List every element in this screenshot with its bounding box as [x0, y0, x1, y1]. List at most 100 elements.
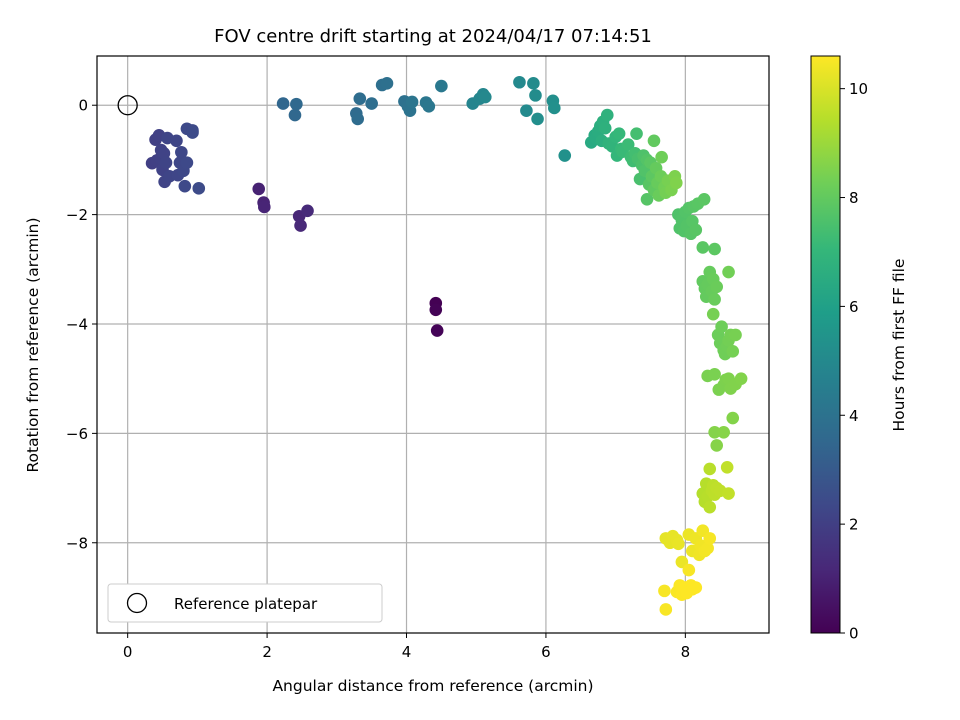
scatter-point: [621, 138, 635, 151]
scatter-point: [612, 127, 626, 140]
colorbar-tick-label: 8: [849, 189, 859, 207]
scatter-point: [669, 176, 683, 190]
scatter-point: [290, 97, 303, 111]
scatter-point: [598, 121, 612, 135]
scatter-point: [529, 89, 542, 102]
scatter-point: [351, 112, 365, 126]
scatter-point: [655, 150, 668, 164]
scatter-point: [708, 293, 721, 306]
scatter-point: [682, 563, 696, 577]
x-tick-label: 8: [681, 643, 691, 661]
scatter-point: [701, 541, 714, 555]
scatter-point: [180, 156, 194, 169]
scatter-point: [178, 179, 192, 193]
scatter-point: [170, 134, 183, 148]
x-tick-label: 6: [541, 643, 551, 661]
y-tick-label: −8: [66, 534, 88, 552]
colorbar-tick-label: 4: [849, 407, 859, 425]
scatter-point: [276, 97, 290, 110]
scatter-point: [513, 75, 526, 89]
scatter-point: [435, 79, 448, 93]
scatter-point: [258, 200, 271, 214]
y-tick-label: −6: [66, 425, 88, 443]
scatter-point: [672, 537, 685, 551]
scatter-point: [659, 603, 673, 616]
scatter-point: [640, 192, 654, 206]
scatter-point: [192, 182, 206, 195]
legend-label: Reference platepar: [174, 595, 318, 613]
scatter-point: [703, 462, 717, 476]
scatter-point: [175, 145, 188, 159]
scatter-point: [710, 280, 724, 294]
scatter-point: [252, 182, 266, 196]
scatter-point: [726, 411, 740, 425]
scatter-point: [708, 242, 721, 256]
colorbar-tick-label: 6: [849, 298, 859, 316]
scatter-point: [722, 265, 735, 279]
scatter-point: [600, 108, 614, 122]
scatter-point: [696, 241, 710, 254]
legend-box: [107, 583, 383, 623]
scatter-point: [531, 112, 544, 126]
scatter-point: [294, 219, 307, 232]
reference-marker: [117, 95, 138, 116]
scatter-point: [430, 324, 444, 337]
scatter-point: [734, 372, 748, 385]
scatter-point: [159, 156, 173, 169]
y-axis-ticks: 0 −2 −4 −6 −8: [66, 97, 97, 552]
x-tick-label: 2: [262, 643, 272, 661]
legend: Reference platepar: [107, 583, 383, 623]
scatter-point: [380, 77, 394, 90]
scatter-point: [422, 100, 436, 113]
y-tick-label: −2: [66, 206, 88, 224]
scatter-point: [729, 328, 742, 342]
data-points: [145, 75, 748, 616]
scatter-point: [726, 345, 740, 358]
chart-title: FOV centre drift starting at 2024/04/17 …: [214, 26, 652, 47]
scatter-point: [708, 425, 721, 439]
scatter-point: [697, 192, 711, 206]
x-axis-ticks: 0 2 4 6 8: [123, 633, 690, 661]
scatter-point: [658, 584, 671, 598]
scatter-point: [527, 77, 540, 90]
scatter-point: [547, 101, 561, 115]
scatter-point: [630, 127, 643, 140]
colorbar-label: Hours from first FF file: [890, 259, 908, 432]
scatter-point: [722, 487, 735, 500]
scatter-point: [478, 90, 492, 104]
colorbar-tick-label: 0: [849, 625, 859, 643]
scatter-point: [720, 460, 734, 474]
scatter-point: [288, 108, 302, 122]
scatter-point: [715, 320, 728, 334]
x-tick-label: 0: [123, 643, 133, 661]
scatter-point: [353, 92, 367, 105]
scatter-point: [689, 223, 703, 237]
scatter-point: [405, 95, 419, 109]
x-tick-label: 4: [402, 643, 412, 661]
colorbar-ticks: 0 2 4 6 8 10: [840, 80, 868, 643]
scatter-point: [558, 149, 572, 162]
scatter-point: [708, 368, 721, 381]
scatter-point: [186, 126, 199, 139]
scatter-point: [703, 532, 717, 545]
scatter-point: [703, 500, 717, 514]
scatter-point: [706, 307, 720, 321]
scatter-point: [717, 425, 730, 439]
colorbar-tick-label: 10: [849, 80, 868, 98]
x-axis-label: Angular distance from reference (arcmin): [272, 677, 593, 695]
colorbar: 0 2 4 6 8 10 Hours from first FF file: [810, 55, 908, 643]
scatter-point: [520, 104, 533, 117]
colorbar-tick-label: 2: [849, 516, 859, 534]
scatter-point: [429, 303, 443, 317]
reference-platepar-point: [117, 95, 138, 116]
legend-marker: [126, 592, 148, 614]
y-axis-label: Rotation from reference (arcmin): [24, 217, 42, 472]
y-tick-label: 0: [78, 97, 88, 115]
y-tick-label: −4: [66, 315, 88, 333]
scatter-point: [647, 134, 661, 148]
scatter-point: [675, 555, 689, 569]
plot-frame: [96, 55, 770, 634]
colorbar-frame: [810, 55, 841, 634]
scatter-point: [710, 439, 724, 452]
